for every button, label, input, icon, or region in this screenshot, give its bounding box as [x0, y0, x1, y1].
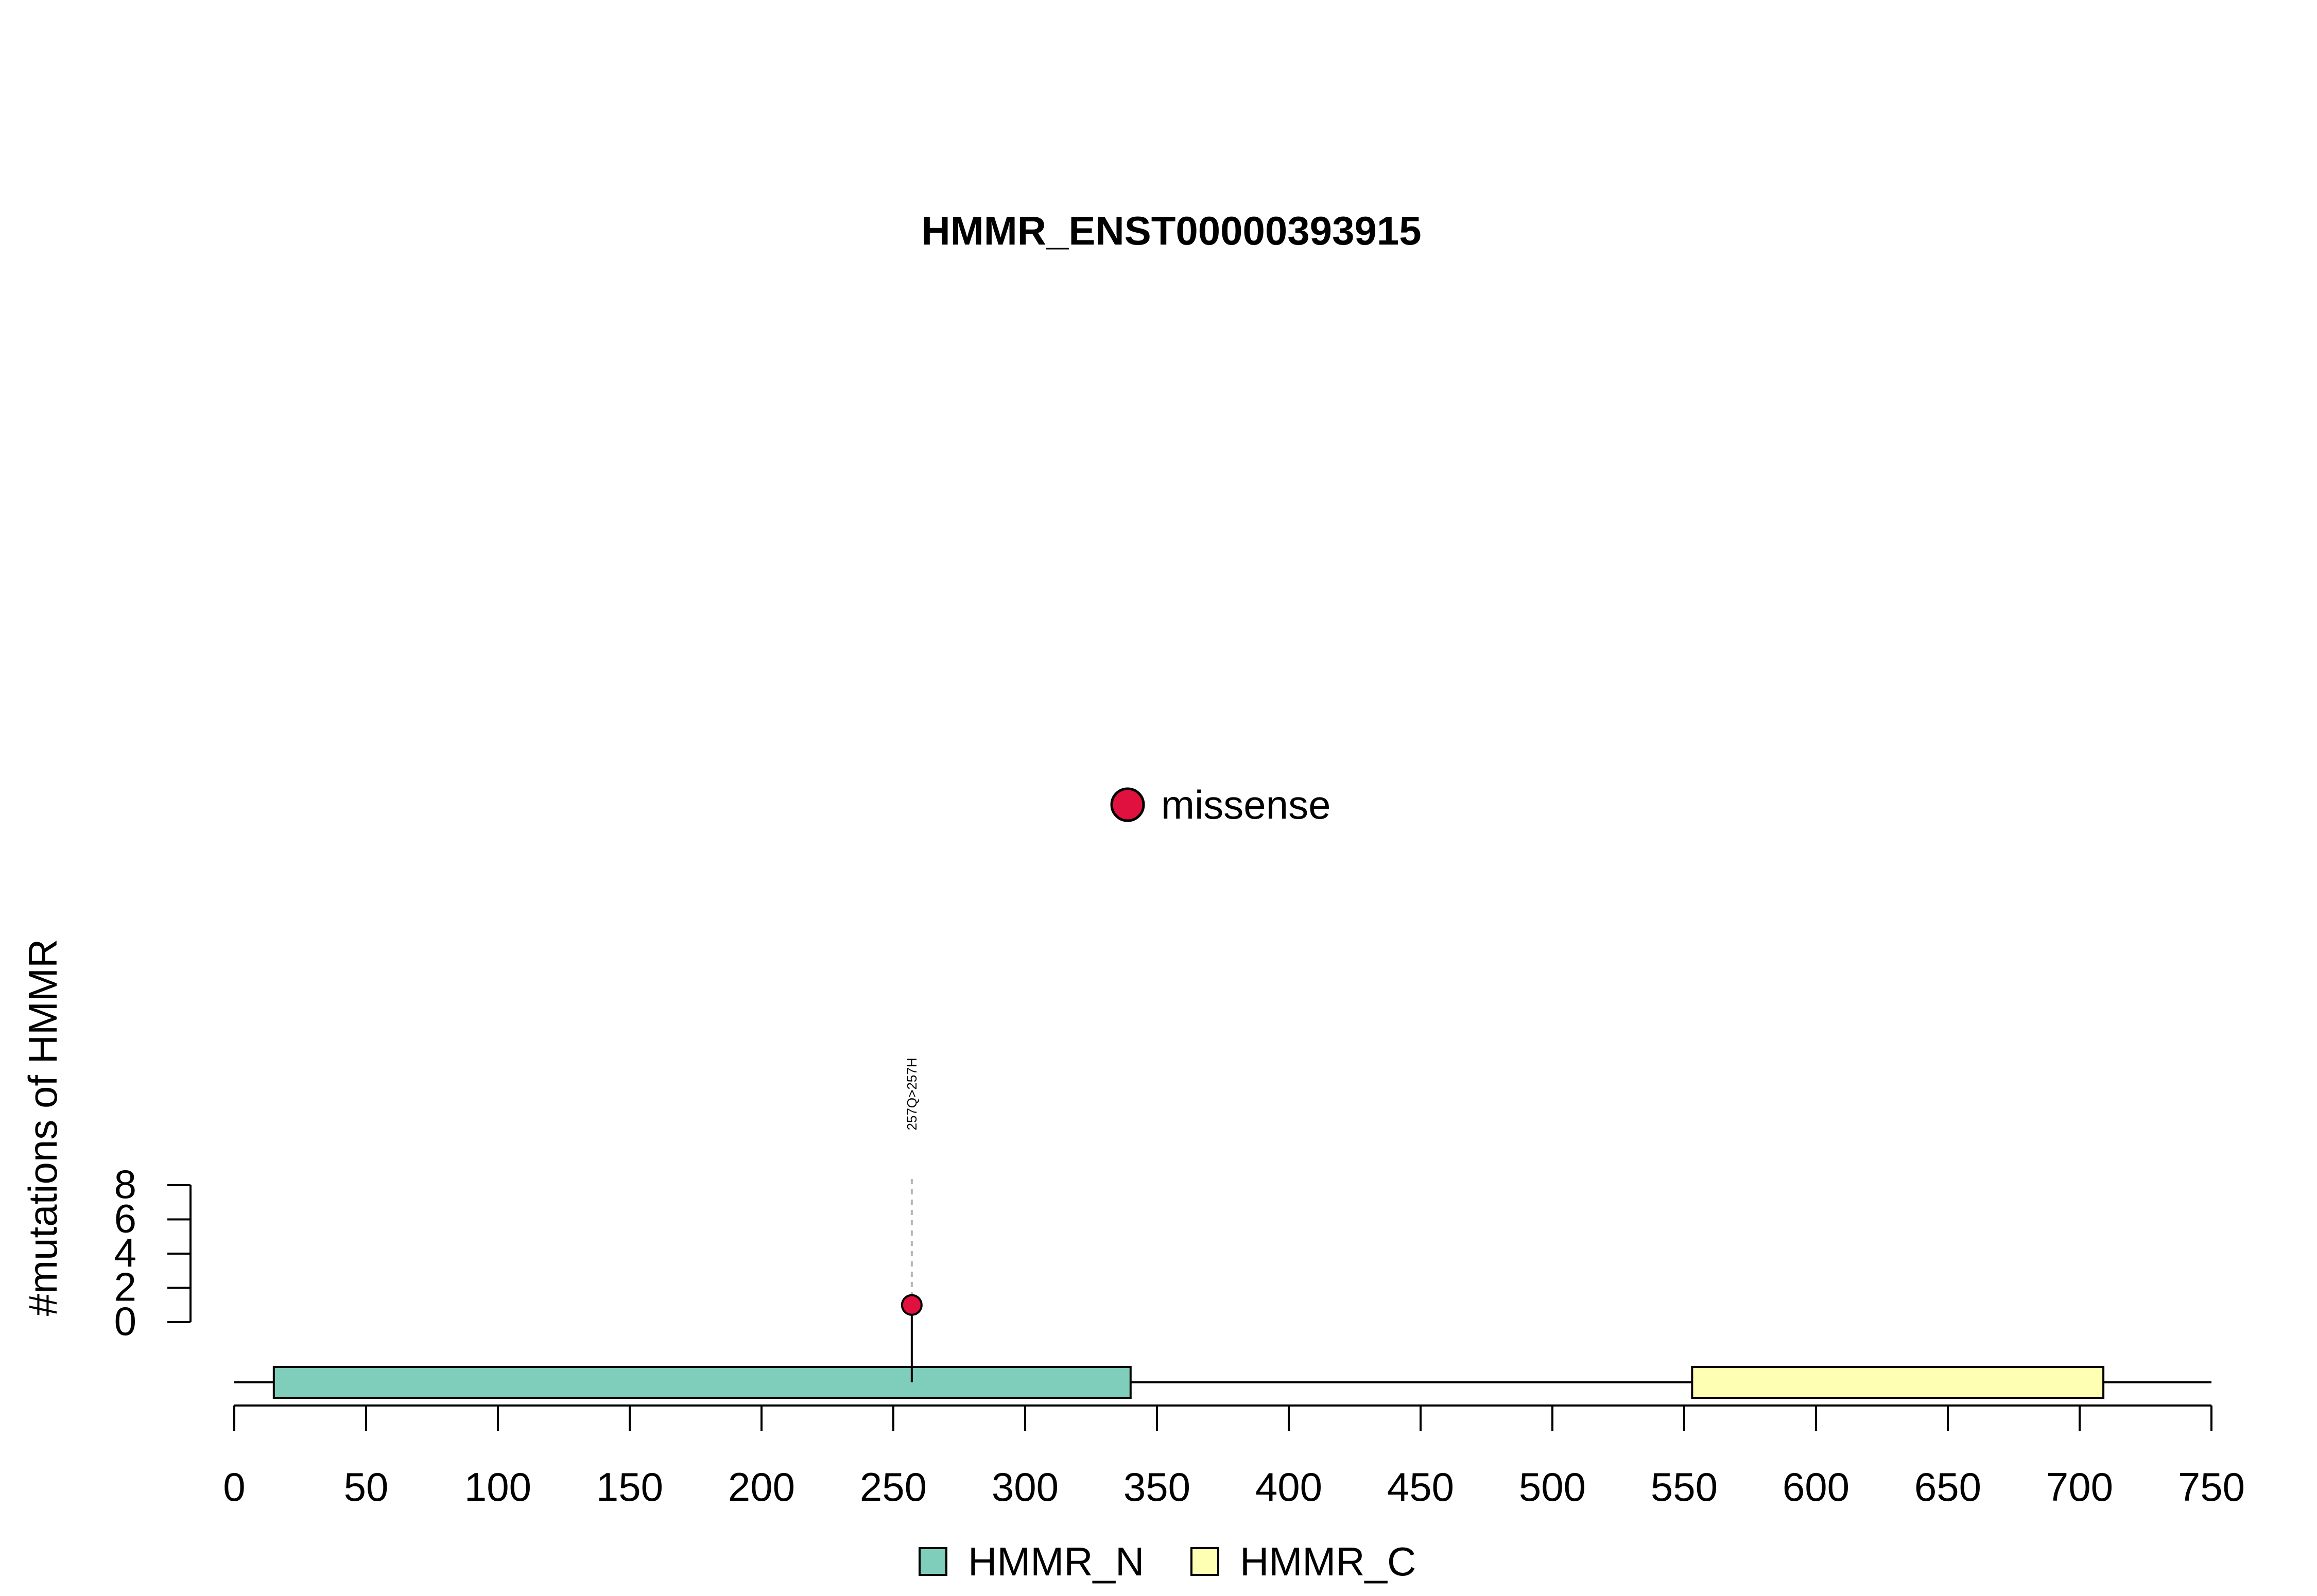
mutation-legend: missense: [1110, 782, 1330, 827]
y-axis-title: #mutations of HMMR: [20, 939, 65, 1316]
hmmr-n-legend-swatch: [919, 1547, 947, 1576]
x-tick-label: 100: [464, 1464, 531, 1510]
mutation-layer: 257Q>257H: [901, 1058, 923, 1382]
x-tick-label: 650: [1914, 1464, 1981, 1510]
x-tick-label: 550: [1651, 1464, 1718, 1510]
mutation-point: [901, 1294, 923, 1316]
y-tick-label: 4: [114, 1230, 136, 1275]
y-tick-label: 0: [114, 1298, 136, 1344]
x-tick-label: 50: [344, 1464, 389, 1510]
y-tick-label: 6: [114, 1196, 136, 1241]
x-tick-label: 700: [2046, 1464, 2113, 1510]
x-tick-label: 0: [223, 1464, 245, 1510]
mutation-label: 257Q>257H: [904, 1058, 920, 1131]
hmmr-c-legend-label: HMMR_C: [1240, 1539, 1416, 1584]
chart-title: HMMR_ENST00000393915: [921, 208, 1421, 253]
hmmr-c-legend-swatch: [1190, 1547, 1219, 1576]
domain-hmmr-n: [272, 1366, 1132, 1399]
x-tick-label: 150: [596, 1464, 663, 1510]
x-tick-label: 500: [1519, 1464, 1586, 1510]
x-tick-label: 250: [860, 1464, 927, 1510]
x-tick-label: 300: [992, 1464, 1059, 1510]
x-tick-label: 750: [2178, 1464, 2245, 1510]
x-tick-label: 450: [1387, 1464, 1454, 1510]
x-tick-label: 600: [1783, 1464, 1849, 1510]
y-tick-label: 8: [114, 1161, 136, 1207]
x-tick-label: 350: [1123, 1464, 1190, 1510]
domain-hmmr-c: [1691, 1366, 2105, 1399]
missense-legend-marker: [1110, 787, 1145, 822]
domain-legend: HMMR_N HMMR_C: [919, 1539, 1416, 1584]
hmmr-n-legend-label: HMMR_N: [968, 1539, 1144, 1584]
x-tick-label: 400: [1255, 1464, 1322, 1510]
x-axis: 0 50 100 150 200 250 300 350 400 450 500 550 600 650 7…: [223, 1404, 2245, 1510]
x-tick-label: 200: [728, 1464, 795, 1510]
missense-legend-label: missense: [1161, 782, 1330, 827]
domain-layer: [272, 1366, 2105, 1399]
y-tick-label: 2: [114, 1264, 136, 1310]
